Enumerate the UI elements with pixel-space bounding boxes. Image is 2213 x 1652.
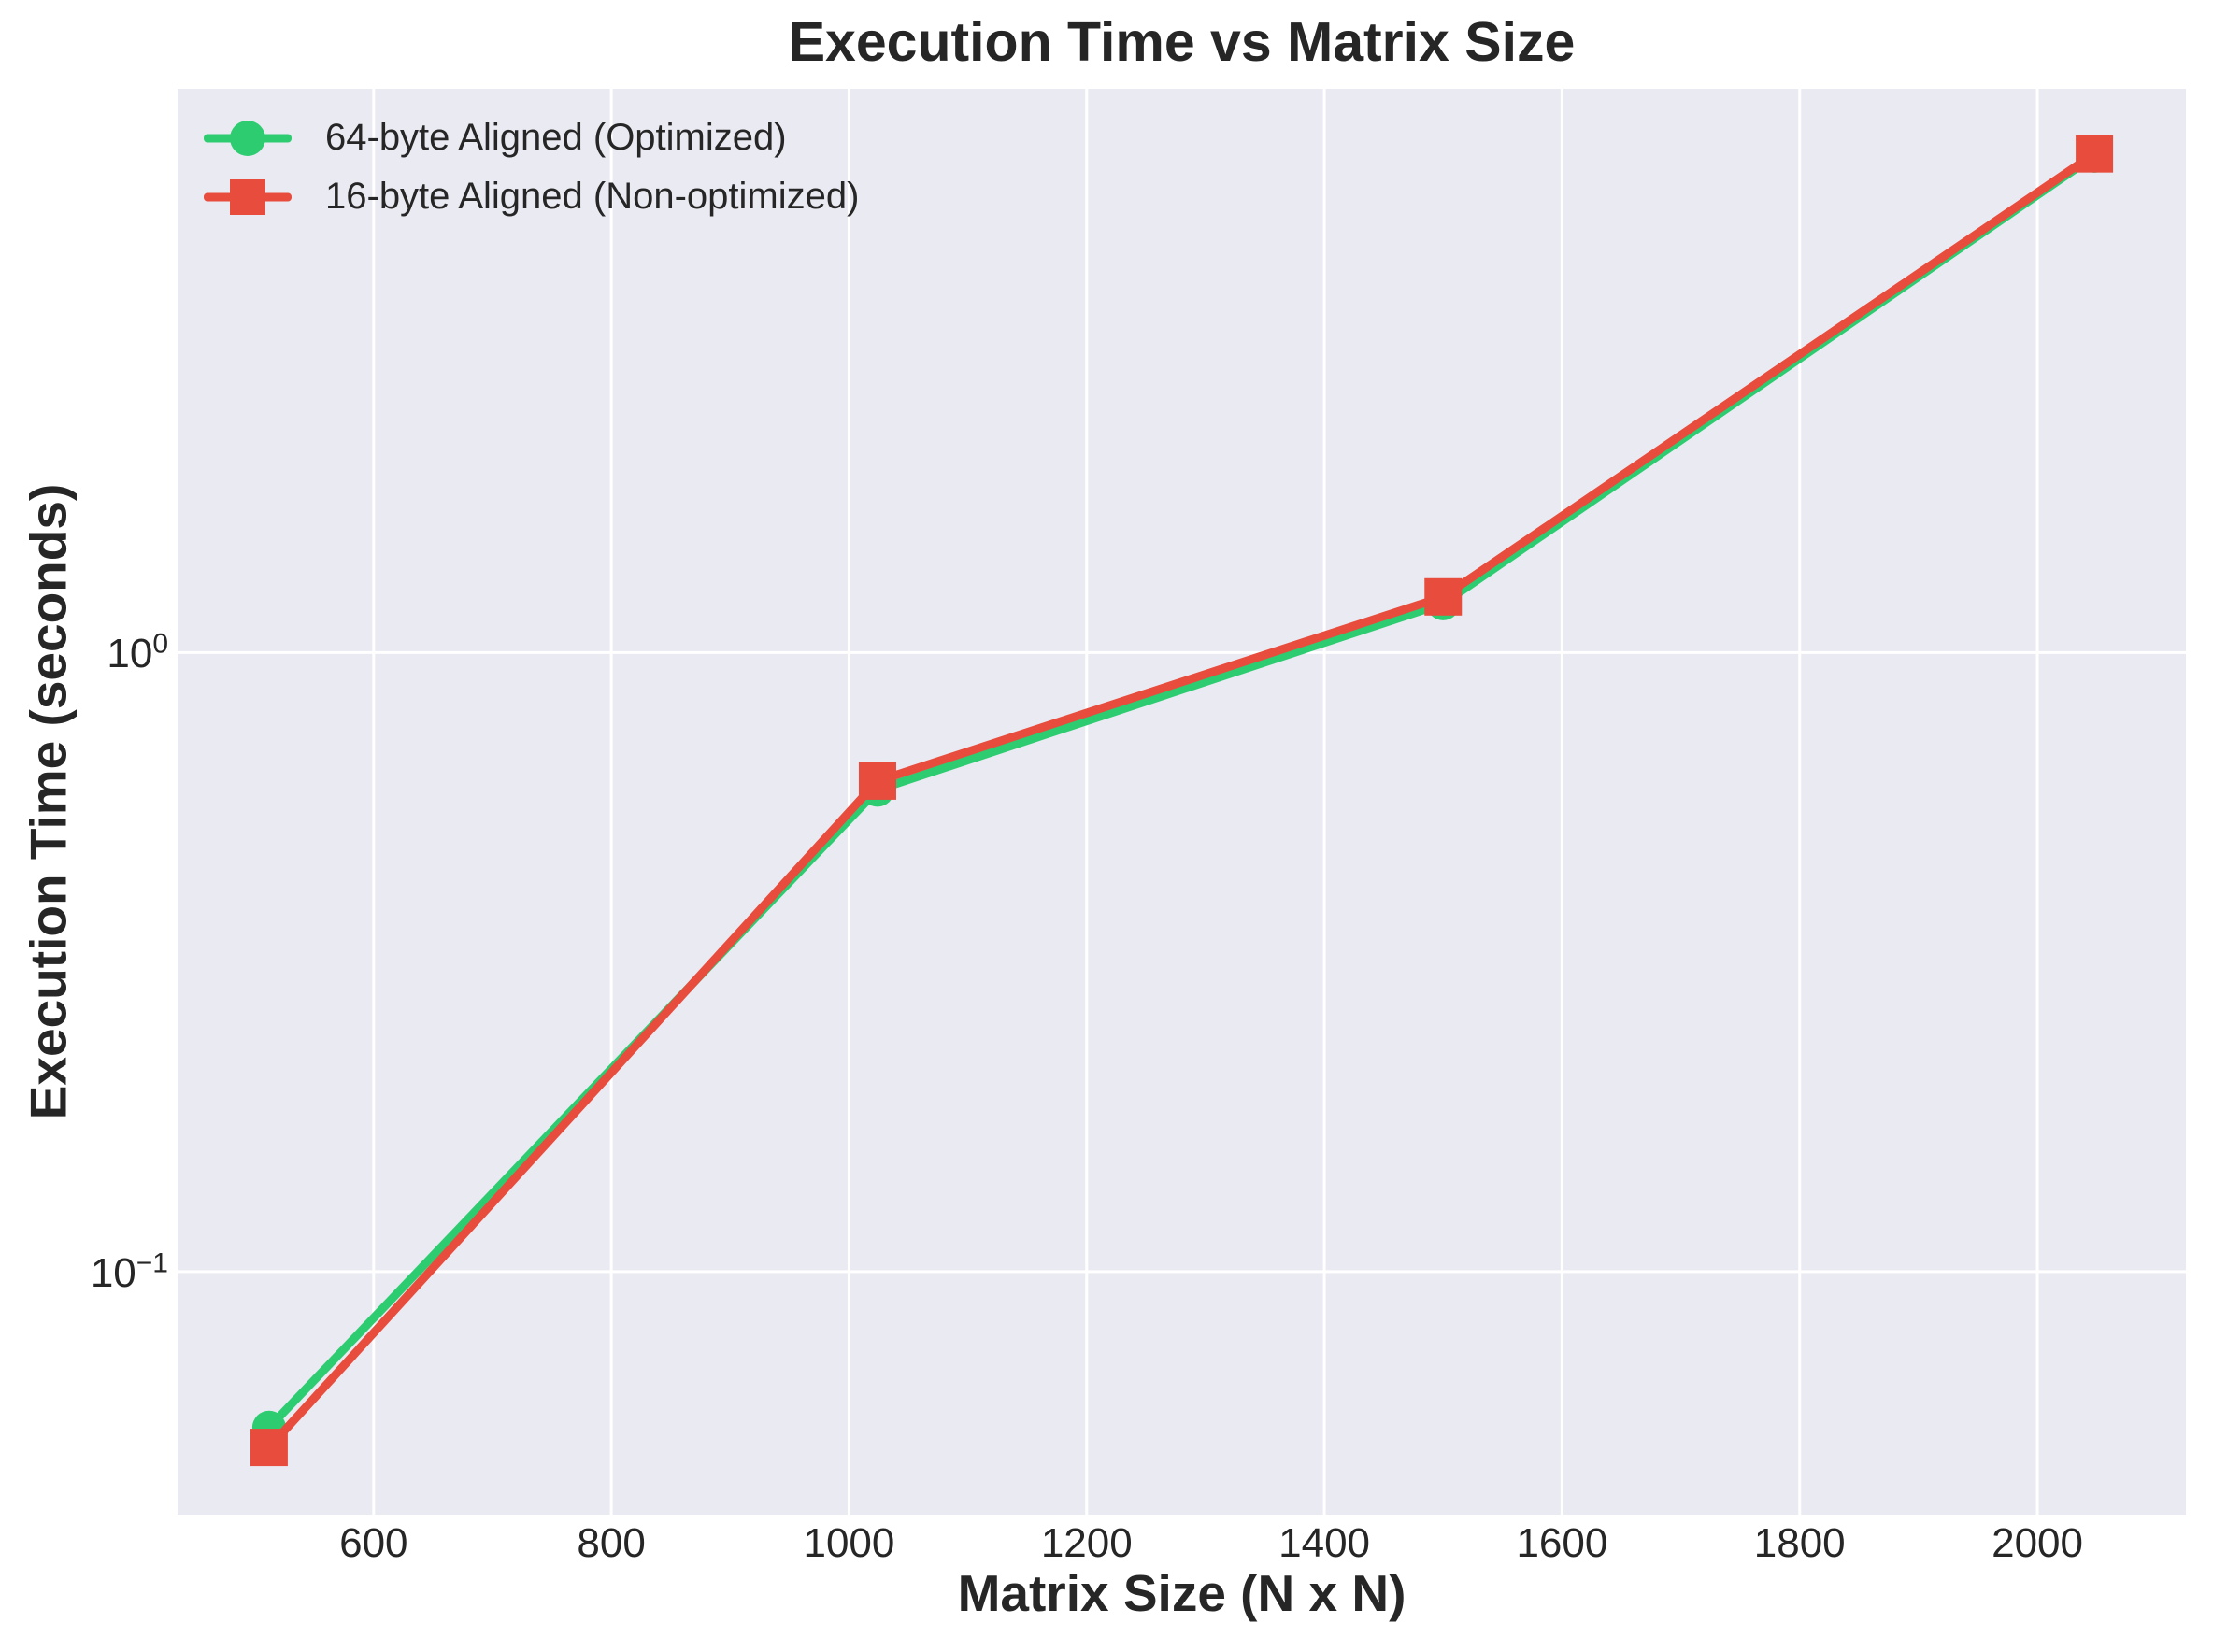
x-tick-label: 1000: [803, 1520, 895, 1566]
plot-area: [178, 89, 2186, 1515]
legend-item-optimized: 64-byte Aligned (Optimized): [204, 108, 859, 167]
x-tick-label: 1400: [1278, 1520, 1371, 1566]
y-tick-label: 10−1: [90, 1247, 168, 1296]
data-point-square: [2076, 135, 2114, 173]
x-axis-label: Matrix Size (N x N): [957, 1564, 1406, 1622]
legend-label-nonoptimized: 16-byte Aligned (Non-optimized): [325, 176, 860, 217]
legend: 64-byte Aligned (Optimized) 16-byte Alig…: [204, 108, 859, 226]
legend-marker-nonoptimized: [204, 167, 292, 226]
x-tick-label: 1800: [1753, 1520, 1846, 1566]
chart-title: Execution Time vs Matrix Size: [788, 11, 1576, 73]
plot-canvas: [178, 89, 2186, 1515]
x-tick-label: 600: [339, 1520, 408, 1566]
series-line-0: [264, 151, 2099, 1432]
y-tick-label: 100: [107, 628, 168, 677]
legend-item-nonoptimized: 16-byte Aligned (Non-optimized): [204, 167, 859, 226]
x-tick-label: 800: [577, 1520, 646, 1566]
data-point-square: [858, 762, 896, 800]
data-point-square: [250, 1429, 288, 1467]
x-tick-label: 1600: [1516, 1520, 1608, 1566]
circle-marker-icon: [230, 120, 265, 156]
legend-label-optimized: 64-byte Aligned (Optimized): [325, 117, 787, 158]
x-tick-label: 2000: [1992, 1520, 2083, 1566]
legend-marker-optimized: [204, 108, 292, 167]
x-tick-label: 1200: [1040, 1520, 1133, 1566]
square-marker-icon: [230, 178, 265, 215]
y-axis-label: Execution Time (seconds): [19, 483, 78, 1120]
series-line-1: [264, 150, 2099, 1452]
data-point-square: [1424, 577, 1463, 616]
